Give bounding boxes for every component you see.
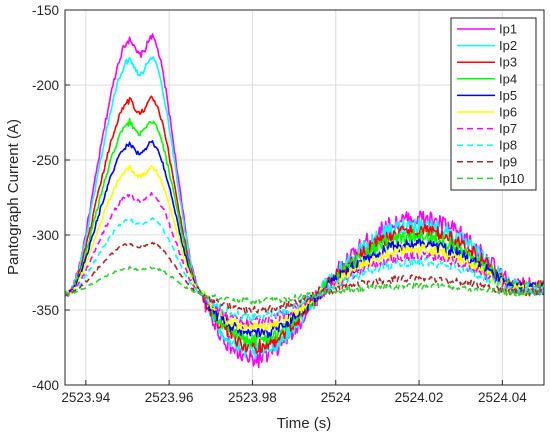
legend-label-ip7: Ip7	[499, 121, 517, 136]
y-tick-label: -200	[32, 78, 59, 93]
y-axis-label: Pantograph Current (A)	[5, 119, 22, 275]
series-line-ip9	[65, 241, 544, 314]
x-tick-label: 2523.98	[228, 390, 277, 405]
y-tick-label: -300	[32, 228, 59, 243]
x-axis-label: Time (s)	[277, 415, 331, 432]
legend-label-ip4: Ip4	[499, 71, 517, 86]
legend-label-ip5: Ip5	[499, 88, 517, 103]
x-tick-label: 2524	[321, 390, 352, 405]
x-tick-label: 2523.94	[61, 390, 110, 405]
y-axis-ticks: -400 -350 -300 -250 -200 -150	[32, 3, 70, 393]
x-tick-label: 2523.96	[145, 390, 194, 405]
y-tick-label: -400	[32, 378, 59, 393]
legend-label-ip1: Ip1	[499, 22, 517, 37]
series-line-ip10	[65, 265, 544, 305]
legend-label-ip8: Ip8	[499, 138, 517, 153]
legend-label-ip10: Ip10	[499, 171, 524, 186]
series-layer	[65, 33, 544, 369]
legend-box	[450, 17, 537, 191]
x-tick-label: 2524.02	[395, 390, 444, 405]
y-tick-label: -150	[32, 3, 59, 18]
legend-label-ip9: Ip9	[499, 154, 517, 169]
legend-label-ip3: Ip3	[499, 55, 517, 70]
plot-frame	[64, 9, 545, 386]
series-line-ip8	[65, 217, 544, 322]
legend-label-ip2: Ip2	[499, 38, 517, 53]
series-line-ip7	[65, 191, 544, 327]
y-tick-label: -250	[32, 153, 59, 168]
x-tick-label: 2524.04	[478, 390, 527, 405]
legend-label-ip6: Ip6	[499, 105, 517, 120]
y-tick-label: -350	[32, 303, 59, 318]
x-axis-ticks: 2523.94 2523.96 2523.98 2524 2524.02 2524.04	[61, 380, 527, 405]
series-line-ip5	[65, 140, 544, 339]
